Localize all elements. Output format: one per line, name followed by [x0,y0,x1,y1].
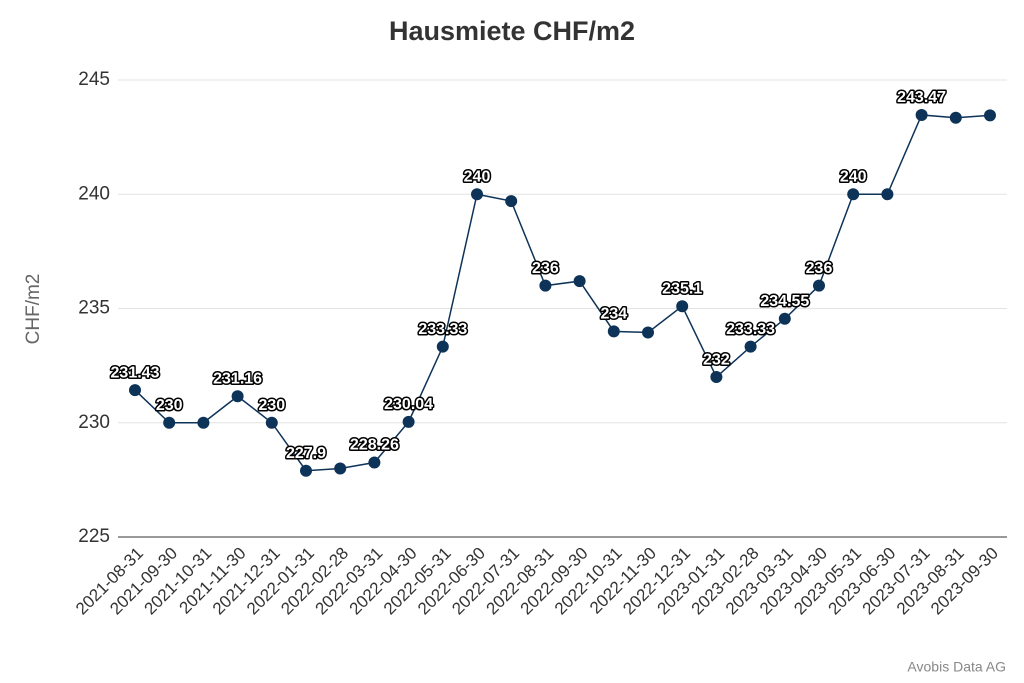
chart-title: Hausmiete CHF/m2 [389,16,635,46]
y-tick-label: 230 [78,412,110,433]
data-label: 232 [703,351,730,368]
data-label: 227.9 [286,445,326,462]
point [471,188,483,201]
point [129,384,141,397]
data-label: 236 [806,260,833,277]
point [778,312,791,325]
point [436,340,449,353]
data-label: 228.26 [350,437,399,454]
data-label: 235.1 [662,280,702,297]
point [984,109,996,122]
point [265,416,278,429]
data-label: 230.04 [384,396,433,413]
y-tick-label: 235 [78,298,110,319]
point [881,188,894,201]
source-note: Avobis Data AG [907,659,1006,675]
data-label: 234.55 [760,293,809,310]
point [163,416,176,429]
point [539,279,552,292]
point [334,462,347,475]
data-label: 233.33 [726,321,775,338]
data-label: 231.16 [213,370,262,387]
y-tick-label: 240 [78,183,110,204]
point [949,111,962,124]
point [847,188,860,201]
data-label: 240 [464,168,491,185]
point [642,326,654,339]
y-tick-label: 245 [78,69,110,90]
point [573,275,586,288]
point [402,415,415,428]
point [607,325,620,338]
data-label: 230 [156,397,183,414]
point [676,300,689,313]
data-label: 240 [840,168,867,185]
data-label: 234 [600,306,627,323]
data-label: 233.33 [418,321,467,338]
y-axis-label: CHF/m2 [23,274,44,345]
point [915,108,928,121]
data-label: 231.43 [111,364,160,381]
point [300,464,312,477]
point [505,195,518,208]
data-label: 243.47 [897,89,946,106]
point [710,371,723,384]
line [134,114,991,472]
point [231,390,244,403]
point [368,456,381,469]
data-label: 230 [258,397,285,414]
point [197,416,210,429]
point [744,340,757,353]
point [813,279,825,292]
y-tick-label: 225 [78,526,110,547]
data-label: 236 [532,260,559,277]
